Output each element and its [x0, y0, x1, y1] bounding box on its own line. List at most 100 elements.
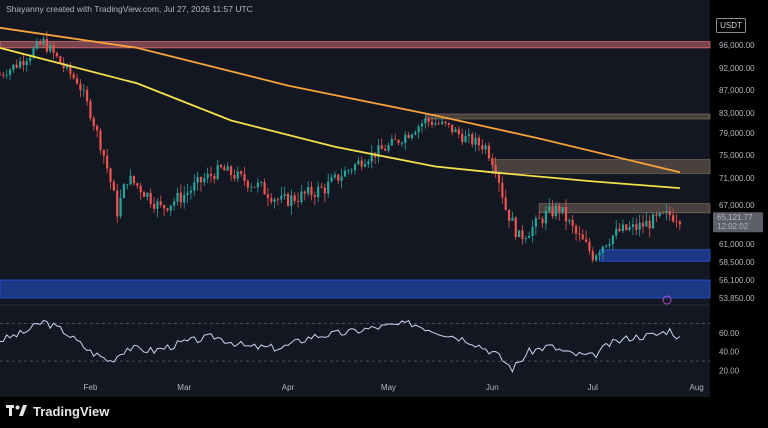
candle-body	[85, 89, 89, 102]
candle-body	[39, 41, 42, 45]
candle-body	[79, 83, 82, 91]
candle-body	[347, 170, 350, 172]
candle-body	[390, 139, 393, 146]
candle-body	[541, 218, 544, 224]
candle-body	[487, 145, 491, 159]
x-tick-label: Jun	[486, 383, 499, 392]
price-tick-label: 56,100.00	[719, 276, 755, 285]
candle-body	[183, 194, 186, 203]
candle-body	[119, 198, 122, 217]
candle-body	[574, 226, 578, 234]
candle-body	[507, 209, 511, 221]
candle-body	[461, 133, 464, 143]
price-zone-0	[0, 41, 711, 49]
candle-body	[672, 215, 675, 222]
candle-body	[544, 211, 547, 224]
candle-body	[186, 192, 189, 195]
candle-body	[655, 214, 658, 216]
candle-body	[534, 218, 537, 227]
candle-body	[75, 78, 79, 84]
candle-body	[467, 134, 470, 137]
candle-body	[377, 145, 380, 158]
candle-body	[273, 199, 276, 202]
candle-body	[142, 192, 146, 197]
candle-body	[216, 165, 219, 180]
candle-body	[313, 195, 316, 198]
candle-body	[561, 207, 564, 212]
candle-body	[149, 193, 152, 205]
candle-body	[233, 175, 236, 179]
candle-body	[477, 137, 481, 146]
candle-body	[72, 74, 75, 79]
x-tick-label: Mar	[177, 383, 191, 392]
price-tick-label: 71,000.00	[719, 174, 755, 183]
x-tick-label: Apr	[282, 383, 295, 392]
chart-attribution: Shayanny created with TradingView.com, J…	[6, 4, 253, 14]
candle-body	[45, 38, 48, 52]
candle-body	[481, 145, 484, 150]
candle-body	[521, 230, 524, 239]
price-pane[interactable]	[0, 26, 711, 299]
candle-body	[243, 173, 246, 181]
candle-body	[333, 174, 337, 178]
candle-body	[300, 191, 303, 202]
candle-body	[528, 236, 531, 239]
candle-body	[451, 124, 454, 133]
price-tick-label: 79,000.00	[719, 129, 755, 138]
candle-body	[645, 220, 648, 227]
candle-body	[424, 118, 427, 124]
candle-body	[323, 187, 326, 194]
candle-body	[447, 122, 450, 125]
last-price-label: 65,121.77	[717, 213, 753, 222]
price-tick-label: 58,500.00	[719, 258, 755, 267]
candle-body	[246, 180, 249, 188]
candle-body	[286, 194, 290, 206]
candle-body	[18, 61, 22, 68]
x-tick-label: Feb	[84, 383, 98, 392]
candle-body	[514, 217, 517, 238]
candle-body	[250, 186, 253, 188]
candle-body	[615, 228, 618, 236]
chart-background	[0, 0, 710, 397]
candle-body	[59, 56, 62, 63]
candle-body	[494, 164, 497, 173]
candle-body	[213, 175, 216, 180]
candle-body	[92, 118, 95, 127]
candle-body	[648, 220, 651, 229]
candle-body	[22, 61, 25, 66]
candle-body	[320, 186, 323, 188]
candle-body	[32, 48, 35, 58]
rsi-pane[interactable]	[0, 319, 710, 374]
currency-label[interactable]: USDT	[716, 18, 746, 33]
candle-body	[280, 195, 283, 200]
candle-body	[591, 250, 594, 261]
candle-body	[474, 137, 477, 145]
candle-body	[608, 244, 611, 246]
candle-body	[106, 155, 109, 169]
candle-body	[400, 142, 403, 144]
candle-body	[658, 212, 661, 216]
candle-body	[370, 152, 373, 162]
candle-body	[29, 57, 32, 62]
candle-body	[156, 201, 159, 209]
candle-body	[675, 221, 678, 223]
candle-body	[631, 224, 635, 228]
candle-body	[293, 195, 296, 202]
candle-body	[665, 211, 668, 214]
candle-body	[588, 241, 591, 251]
candle-body	[353, 164, 357, 170]
candle-body	[410, 134, 414, 138]
candle-body	[343, 170, 347, 177]
candle-body	[199, 176, 203, 183]
candle-body	[407, 134, 410, 138]
candle-body	[484, 145, 487, 150]
candle-body	[551, 206, 554, 217]
candle-body	[491, 158, 494, 165]
axes: 96,000.00 92,000.00 87,000.00 83,000.00 79,0…	[0, 41, 763, 392]
candle-body	[444, 121, 447, 123]
candle-body	[260, 182, 263, 183]
candle-body	[206, 173, 209, 179]
candle-body	[8, 69, 12, 75]
candle-body	[203, 178, 206, 183]
